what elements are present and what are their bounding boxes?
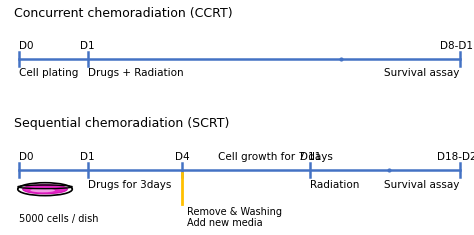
Ellipse shape	[23, 184, 67, 194]
Text: D1: D1	[81, 152, 95, 162]
Text: D11: D11	[300, 152, 321, 162]
Text: D4: D4	[175, 152, 190, 162]
Text: Survival assay: Survival assay	[384, 180, 460, 190]
Text: Cell plating: Cell plating	[19, 68, 78, 78]
Text: D0: D0	[19, 152, 34, 162]
Text: Concurrent chemoradiation (CCRT): Concurrent chemoradiation (CCRT)	[14, 7, 233, 20]
Ellipse shape	[30, 188, 55, 192]
Text: 5000 cells / dish: 5000 cells / dish	[19, 214, 99, 224]
Text: Survival assay: Survival assay	[384, 68, 460, 78]
Text: D18-D21: D18-D21	[437, 152, 474, 162]
Text: Radiation: Radiation	[310, 180, 360, 190]
Text: Sequential chemoradiation (SCRT): Sequential chemoradiation (SCRT)	[14, 118, 229, 130]
Text: Cell growth for 7 days: Cell growth for 7 days	[218, 152, 333, 162]
Text: D1: D1	[81, 40, 95, 51]
Text: D0: D0	[19, 40, 34, 51]
Text: D8-D11: D8-D11	[440, 40, 474, 51]
Text: Drugs + Radiation: Drugs + Radiation	[88, 68, 183, 78]
Text: Drugs for 3days: Drugs for 3days	[88, 180, 171, 190]
Text: Remove & Washing
Add new media: Remove & Washing Add new media	[187, 207, 282, 228]
Ellipse shape	[18, 183, 72, 196]
